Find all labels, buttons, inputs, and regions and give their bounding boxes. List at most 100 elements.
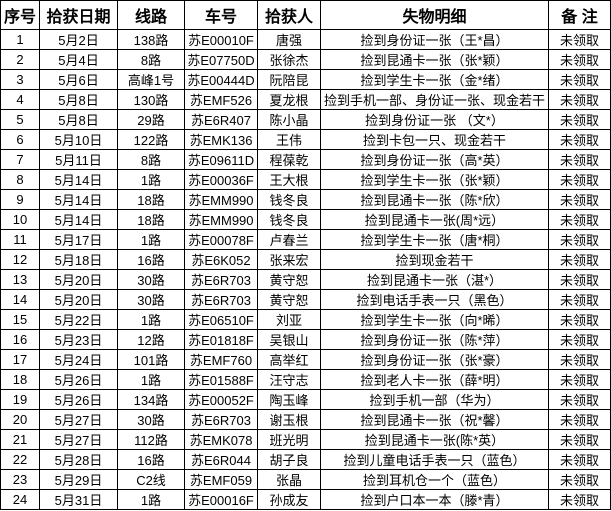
cell-route: 12路 bbox=[117, 329, 185, 350]
cell-car: 苏E6R044 bbox=[184, 449, 258, 470]
table-row: 22 5月28日 16路 苏E6R044 胡子良 捡到儿童电话手表一只（蓝色） 未领取 bbox=[0, 449, 611, 470]
column-header-car: 车号 bbox=[184, 0, 258, 30]
cell-index: 24 bbox=[0, 489, 40, 510]
cell-route: 1路 bbox=[117, 169, 185, 190]
cell-detail: 捡到电话手表一只（黑色） bbox=[320, 289, 549, 310]
cell-car: 苏E00078F bbox=[184, 229, 258, 250]
cell-remark: 未领取 bbox=[548, 249, 611, 270]
cell-finder: 唐强 bbox=[257, 29, 321, 50]
cell-route: 1路 bbox=[117, 229, 185, 250]
cell-date: 5月6日 bbox=[39, 69, 118, 90]
cell-date: 5月27日 bbox=[39, 409, 118, 430]
cell-index: 7 bbox=[0, 149, 40, 170]
cell-car: 苏E00016F bbox=[184, 489, 258, 510]
cell-detail: 捡到昆通卡一张（湛*） bbox=[320, 269, 549, 290]
cell-date: 5月22日 bbox=[39, 309, 118, 330]
cell-detail: 捡到昆通卡一张(周*远） bbox=[320, 209, 549, 230]
cell-date: 5月18日 bbox=[39, 249, 118, 270]
cell-route: 30路 bbox=[117, 409, 185, 430]
cell-detail: 捡到儿童电话手表一只（蓝色） bbox=[320, 449, 549, 470]
cell-remark: 未领取 bbox=[548, 469, 611, 490]
table-row: 2 5月4日 8路 苏E07750D 张徐杰 捡到昆通卡一张（张*颖） 未领取 bbox=[0, 49, 611, 70]
cell-remark: 未领取 bbox=[548, 49, 611, 70]
table-row: 20 5月27日 30路 苏E6R703 谢玉根 捡到昆通卡一张（祝*馨） 未领取 bbox=[0, 409, 611, 430]
cell-car: 苏E6K052 bbox=[184, 249, 258, 270]
table-row: 16 5月23日 12路 苏E01818F 吴银山 捡到身份证一张（陈*萍） 未领取 bbox=[0, 329, 611, 350]
cell-remark: 未领取 bbox=[548, 149, 611, 170]
cell-finder: 陈小晶 bbox=[257, 109, 321, 130]
cell-finder: 卢春兰 bbox=[257, 229, 321, 250]
cell-index: 20 bbox=[0, 409, 40, 430]
table-row: 10 5月14日 18路 苏EMM990 钱冬良 捡到昆通卡一张(周*远） 未领取 bbox=[0, 209, 611, 230]
table-row: 19 5月26日 134路 苏E00052F 陶玉峰 捡到手机一部（华为） 未领取 bbox=[0, 389, 611, 410]
cell-remark: 未领取 bbox=[548, 169, 611, 190]
table-row: 9 5月14日 18路 苏EMM990 钱冬良 捡到昆通卡一张（陈*欣） 未领取 bbox=[0, 189, 611, 210]
cell-finder: 张徐杰 bbox=[257, 49, 321, 70]
cell-remark: 未领取 bbox=[548, 409, 611, 430]
cell-route: 16路 bbox=[117, 249, 185, 270]
cell-detail: 捡到学生卡一张（张*颖） bbox=[320, 169, 549, 190]
cell-index: 21 bbox=[0, 429, 40, 450]
cell-route: 138路 bbox=[117, 29, 185, 50]
cell-route: 18路 bbox=[117, 189, 185, 210]
cell-date: 5月10日 bbox=[39, 129, 118, 150]
cell-route: 16路 bbox=[117, 449, 185, 470]
cell-date: 5月24日 bbox=[39, 349, 118, 370]
column-header-detail: 失物明细 bbox=[320, 0, 549, 30]
cell-car: 苏EMF760 bbox=[184, 349, 258, 370]
table-row: 5 5月8日 29路 苏E6R407 陈小晶 捡到身份证一张 （文*） 未领取 bbox=[0, 109, 611, 130]
cell-index: 13 bbox=[0, 269, 40, 290]
cell-index: 23 bbox=[0, 469, 40, 490]
cell-remark: 未领取 bbox=[548, 29, 611, 50]
cell-finder: 刘亚 bbox=[257, 309, 321, 330]
cell-car: 苏EMK078 bbox=[184, 429, 258, 450]
cell-car: 苏EMM990 bbox=[184, 209, 258, 230]
cell-index: 17 bbox=[0, 349, 40, 370]
cell-finder: 阮陪昆 bbox=[257, 69, 321, 90]
cell-route: 1路 bbox=[117, 309, 185, 330]
cell-detail: 捡到老人卡一张（薛*明） bbox=[320, 369, 549, 390]
cell-date: 5月29日 bbox=[39, 469, 118, 490]
cell-car: 苏EMF059 bbox=[184, 469, 258, 490]
cell-detail: 捡到耳机仓一个（蓝色） bbox=[320, 469, 549, 490]
cell-remark: 未领取 bbox=[548, 329, 611, 350]
cell-index: 14 bbox=[0, 289, 40, 310]
cell-remark: 未领取 bbox=[548, 289, 611, 310]
cell-date: 5月11日 bbox=[39, 149, 118, 170]
cell-date: 5月27日 bbox=[39, 429, 118, 450]
cell-date: 5月20日 bbox=[39, 269, 118, 290]
table-row: 12 5月18日 16路 苏E6K052 张来宏 捡到现金若干 未领取 bbox=[0, 249, 611, 270]
cell-index: 8 bbox=[0, 169, 40, 190]
cell-car: 苏E09611D bbox=[184, 149, 258, 170]
cell-index: 3 bbox=[0, 69, 40, 90]
column-header-date: 拾获日期 bbox=[39, 0, 118, 30]
cell-car: 苏EMK136 bbox=[184, 129, 258, 150]
cell-route: 高峰1号 bbox=[117, 69, 185, 90]
cell-car: 苏E6R407 bbox=[184, 109, 258, 130]
cell-remark: 未领取 bbox=[548, 369, 611, 390]
cell-index: 2 bbox=[0, 49, 40, 70]
cell-date: 5月26日 bbox=[39, 389, 118, 410]
cell-route: 30路 bbox=[117, 289, 185, 310]
cell-finder: 高举红 bbox=[257, 349, 321, 370]
cell-detail: 捡到现金若干 bbox=[320, 249, 549, 270]
cell-route: 8路 bbox=[117, 49, 185, 70]
cell-detail: 捡到昆通卡一张(陈*英） bbox=[320, 429, 549, 450]
cell-date: 5月8日 bbox=[39, 89, 118, 110]
cell-finder: 孙成友 bbox=[257, 489, 321, 510]
table-body: 1 5月2日 138路 苏E00010F 唐强 捡到身份证一张（王*昌） 未领取 2 5月4日 8… bbox=[0, 29, 611, 510]
cell-index: 5 bbox=[0, 109, 40, 130]
cell-finder: 钱冬良 bbox=[257, 189, 321, 210]
cell-car: 苏E00036F bbox=[184, 169, 258, 190]
cell-detail: 捡到卡包一只、现金若干 bbox=[320, 129, 549, 150]
cell-remark: 未领取 bbox=[548, 489, 611, 510]
table-row: 7 5月11日 8路 苏E09611D 程葆乾 捡到身份证一张（高*英） 未领取 bbox=[0, 149, 611, 170]
cell-route: 1路 bbox=[117, 489, 185, 510]
cell-finder: 汪守志 bbox=[257, 369, 321, 390]
cell-remark: 未领取 bbox=[548, 269, 611, 290]
cell-remark: 未领取 bbox=[548, 109, 611, 130]
cell-index: 4 bbox=[0, 89, 40, 110]
cell-route: 101路 bbox=[117, 349, 185, 370]
